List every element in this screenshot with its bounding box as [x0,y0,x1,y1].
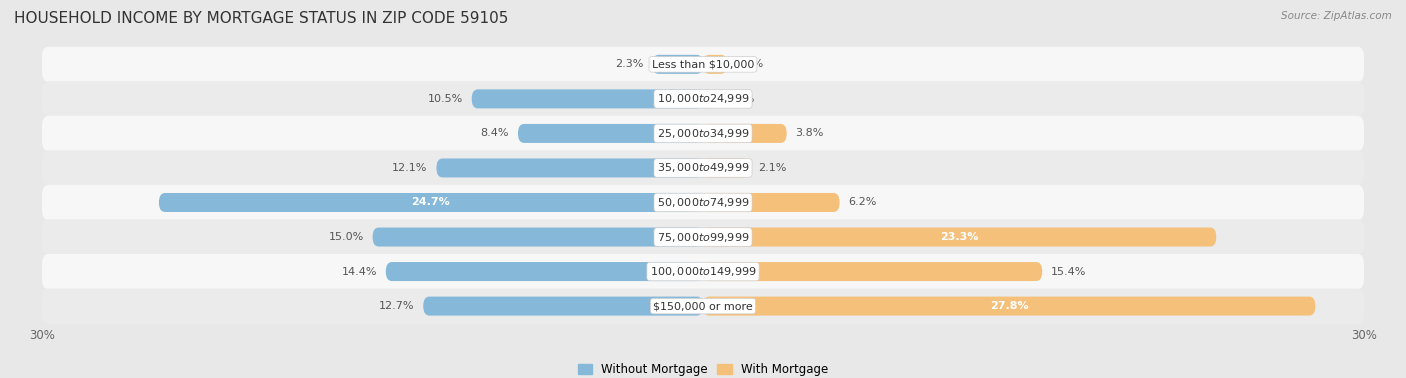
FancyBboxPatch shape [652,55,703,74]
Text: 15.0%: 15.0% [329,232,364,242]
Text: $10,000 to $24,999: $10,000 to $24,999 [657,92,749,105]
Text: 3.8%: 3.8% [796,129,824,138]
FancyBboxPatch shape [703,55,727,74]
Text: Source: ZipAtlas.com: Source: ZipAtlas.com [1281,11,1392,21]
FancyBboxPatch shape [42,288,1364,324]
FancyBboxPatch shape [373,228,703,246]
Text: 2.3%: 2.3% [616,59,644,69]
Text: 27.8%: 27.8% [990,301,1029,311]
Text: $150,000 or more: $150,000 or more [654,301,752,311]
Text: $50,000 to $74,999: $50,000 to $74,999 [657,196,749,209]
Text: 14.4%: 14.4% [342,266,377,277]
Text: 8.4%: 8.4% [481,129,509,138]
FancyBboxPatch shape [703,124,787,143]
Text: 12.7%: 12.7% [380,301,415,311]
Text: 2.1%: 2.1% [758,163,786,173]
Text: $100,000 to $149,999: $100,000 to $149,999 [650,265,756,278]
Text: 1.1%: 1.1% [737,59,765,69]
FancyBboxPatch shape [42,116,1364,151]
FancyBboxPatch shape [703,228,1216,246]
FancyBboxPatch shape [703,297,1316,316]
Text: $75,000 to $99,999: $75,000 to $99,999 [657,231,749,243]
Text: 6.2%: 6.2% [848,197,877,208]
Legend: Without Mortgage, With Mortgage: Without Mortgage, With Mortgage [574,358,832,378]
Text: 0.32%: 0.32% [718,94,754,104]
FancyBboxPatch shape [42,81,1364,116]
FancyBboxPatch shape [42,47,1364,82]
FancyBboxPatch shape [159,193,703,212]
Text: $35,000 to $49,999: $35,000 to $49,999 [657,161,749,175]
FancyBboxPatch shape [42,254,1364,289]
FancyBboxPatch shape [423,297,703,316]
FancyBboxPatch shape [703,193,839,212]
FancyBboxPatch shape [42,219,1364,255]
FancyBboxPatch shape [703,158,749,177]
FancyBboxPatch shape [703,89,710,108]
Text: 10.5%: 10.5% [427,94,463,104]
Text: Less than $10,000: Less than $10,000 [652,59,754,69]
Text: 15.4%: 15.4% [1052,266,1087,277]
FancyBboxPatch shape [517,124,703,143]
FancyBboxPatch shape [42,185,1364,220]
Text: 24.7%: 24.7% [412,197,450,208]
FancyBboxPatch shape [42,150,1364,186]
Text: 23.3%: 23.3% [941,232,979,242]
FancyBboxPatch shape [385,262,703,281]
FancyBboxPatch shape [703,262,1042,281]
Text: HOUSEHOLD INCOME BY MORTGAGE STATUS IN ZIP CODE 59105: HOUSEHOLD INCOME BY MORTGAGE STATUS IN Z… [14,11,509,26]
FancyBboxPatch shape [471,89,703,108]
Text: 12.1%: 12.1% [392,163,427,173]
FancyBboxPatch shape [436,158,703,177]
Text: $25,000 to $34,999: $25,000 to $34,999 [657,127,749,140]
